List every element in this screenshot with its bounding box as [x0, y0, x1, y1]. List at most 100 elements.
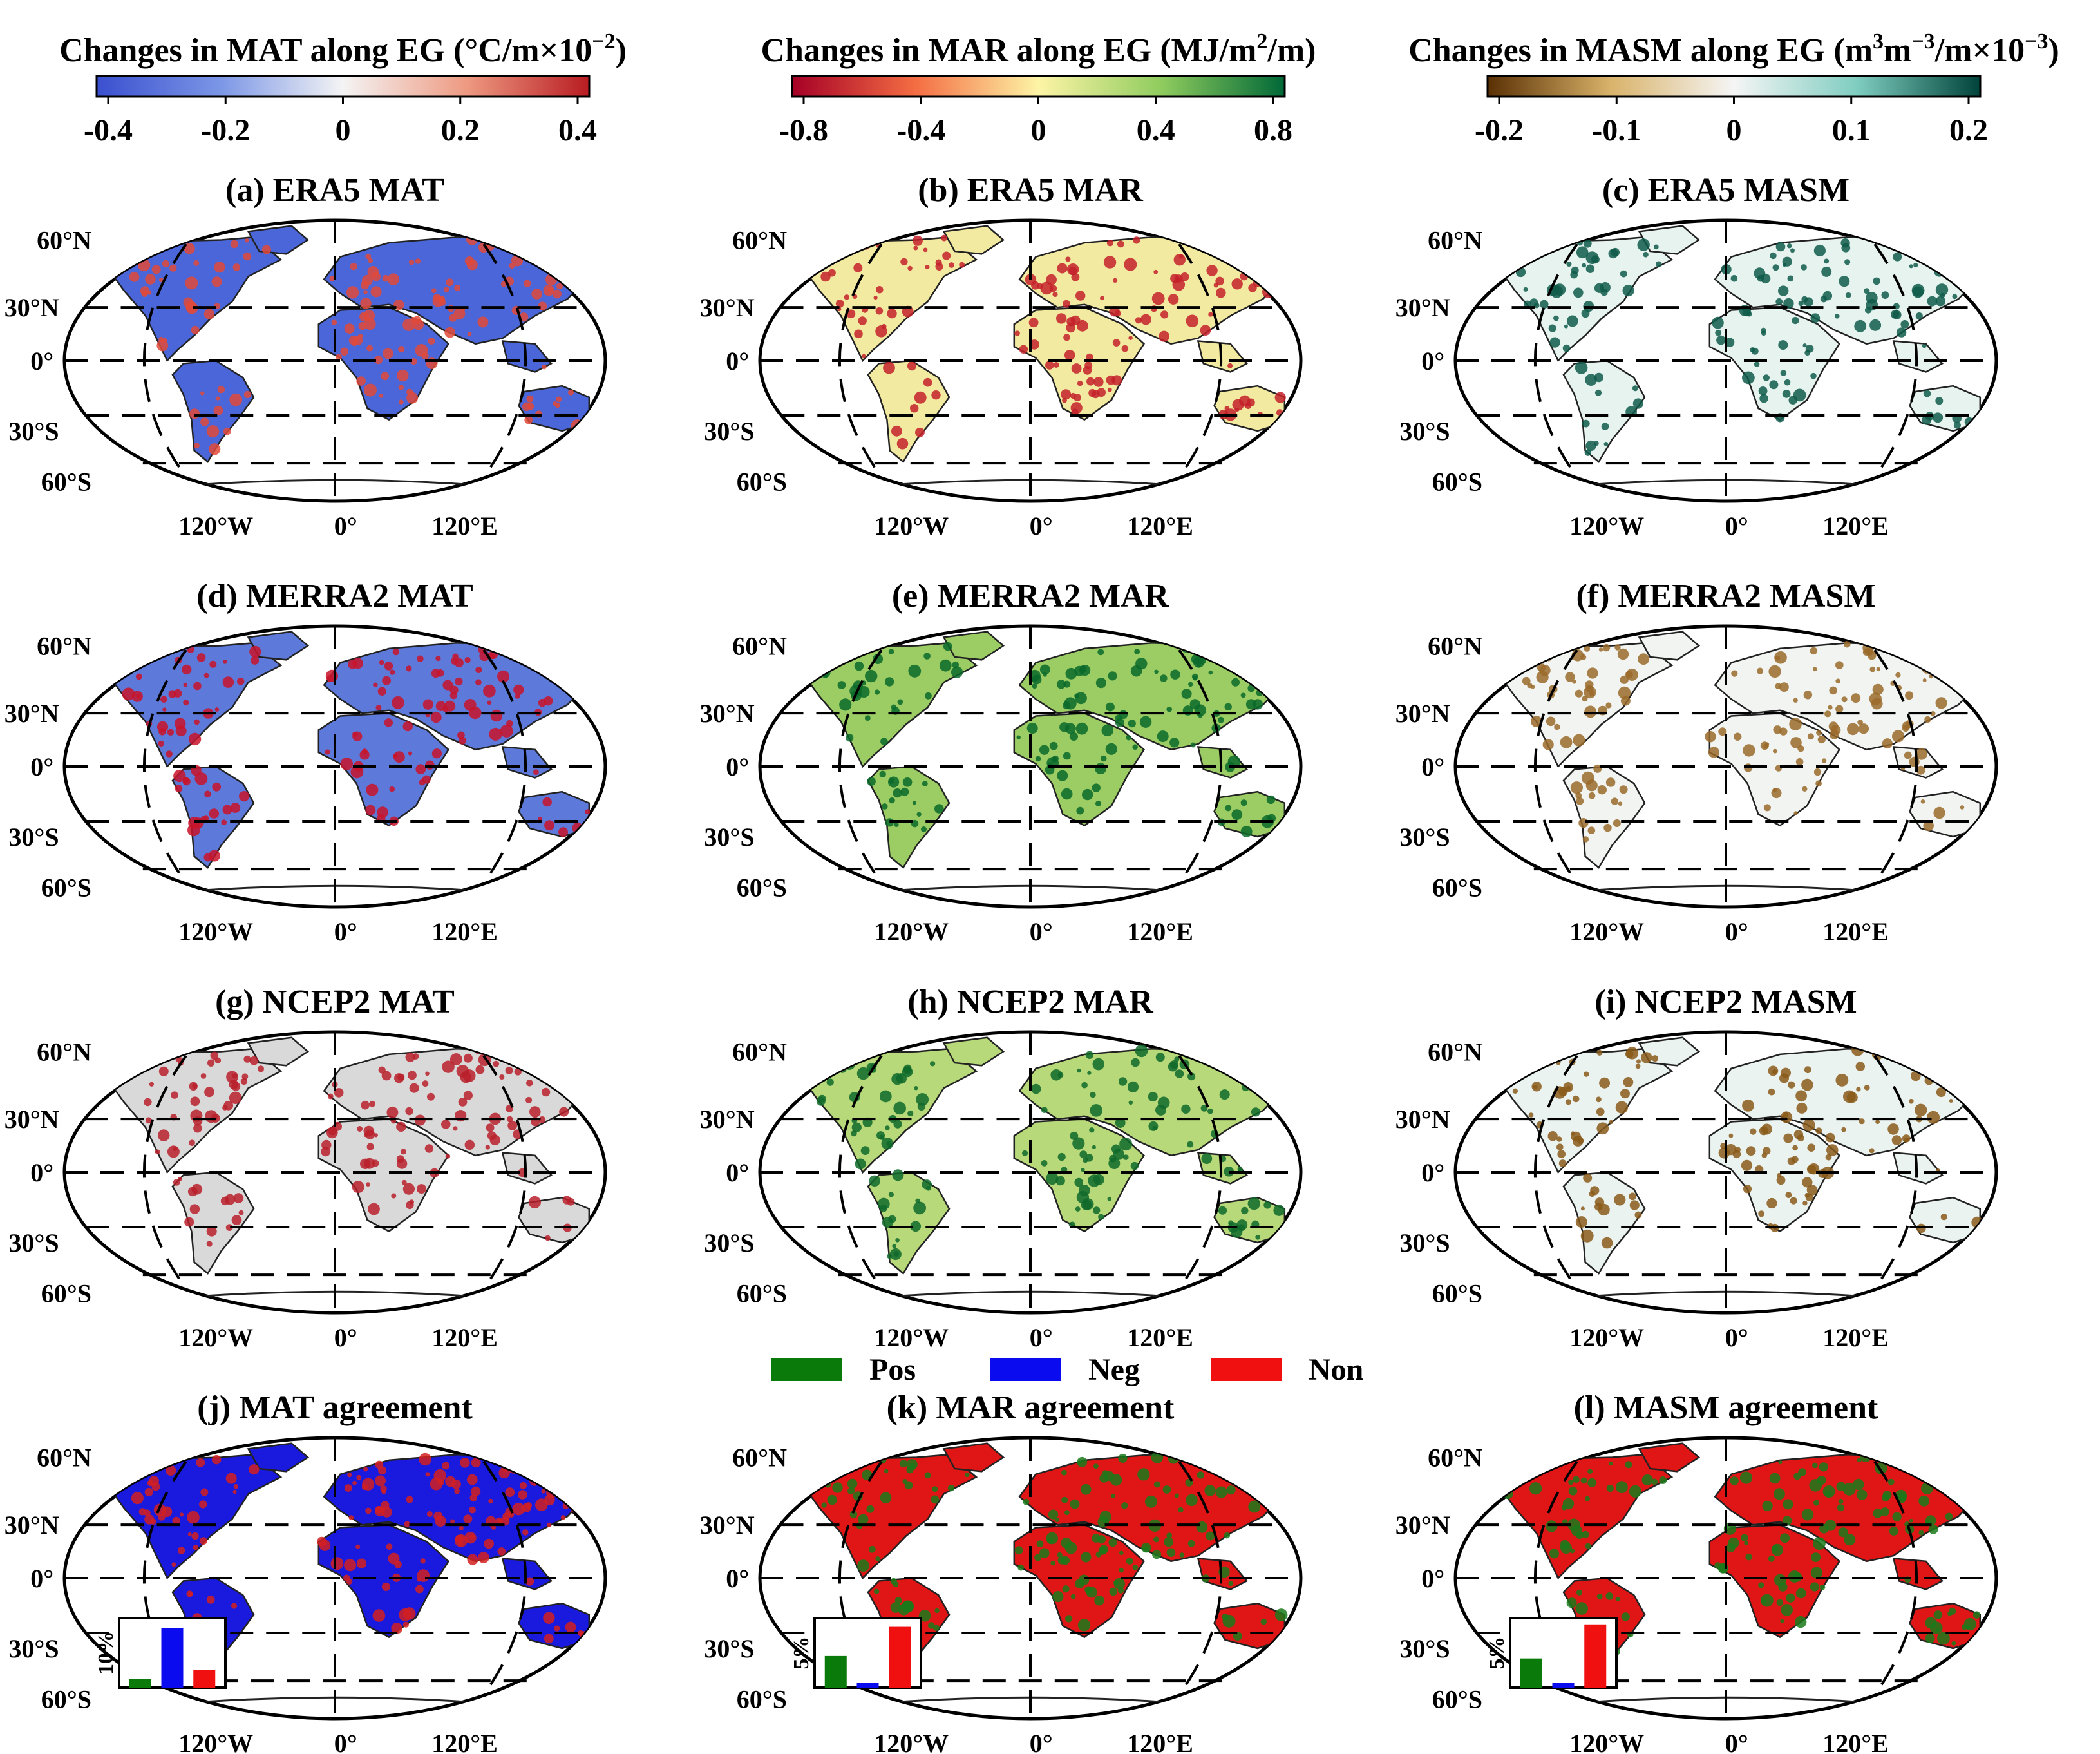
map-speckle	[1758, 1582, 1764, 1588]
land-namerica	[802, 236, 978, 363]
map-speckle	[507, 1121, 518, 1130]
map-speckle	[1568, 1487, 1578, 1496]
map-speckle	[910, 404, 919, 413]
map-speckle	[1793, 698, 1798, 703]
map-speckle	[1162, 1485, 1171, 1494]
map-speckle	[1728, 1133, 1734, 1138]
map-speckle	[1130, 1161, 1139, 1170]
lon-label: 120°E	[1127, 1323, 1193, 1352]
map-speckle	[415, 258, 421, 264]
map-speckle	[493, 236, 502, 244]
map-speckle	[1718, 727, 1727, 736]
map-speckle	[388, 1552, 400, 1565]
lon-label: 120°W	[874, 1729, 949, 1754]
map-speckle	[1119, 1568, 1124, 1573]
map-speckle	[1593, 764, 1602, 773]
map-speckle	[1234, 1067, 1245, 1077]
map-speckle	[1032, 683, 1037, 689]
map-speckle	[1812, 667, 1817, 672]
map-speckle	[241, 1073, 249, 1080]
map-speckle	[1773, 748, 1777, 754]
map-speckle	[217, 385, 225, 394]
map-speckle	[1111, 1144, 1121, 1154]
map-speckle	[1135, 657, 1148, 670]
map-speckle	[835, 300, 844, 308]
lat-label: 30°N	[1395, 1105, 1450, 1134]
lon-label: 120°W	[874, 917, 949, 946]
map-speckle	[1842, 1483, 1856, 1496]
map-speckle	[455, 677, 463, 686]
map-speckle	[1252, 653, 1265, 665]
map-speckle	[1542, 739, 1554, 750]
map-speckle	[1782, 1516, 1792, 1526]
map-speckle	[806, 668, 812, 674]
map-speckle	[168, 690, 176, 698]
map-speckle	[826, 1078, 834, 1086]
map-speckle	[1224, 1532, 1231, 1539]
map-speckle	[439, 295, 446, 302]
map-speckle	[1632, 385, 1638, 392]
map-speckle	[363, 290, 368, 294]
map-speckle	[1119, 1550, 1124, 1556]
map-speckle	[1817, 736, 1826, 744]
lon-label: 0°	[334, 1323, 357, 1352]
map-speckle	[371, 272, 381, 281]
map-speckle	[366, 783, 379, 796]
map-speckle	[1741, 1159, 1753, 1171]
map-speckle	[1131, 1058, 1140, 1067]
legend-swatch-pos	[771, 1358, 842, 1381]
map-speckle	[190, 1096, 200, 1107]
map-speckle	[406, 665, 412, 672]
lat-label: 0°	[1421, 752, 1444, 781]
colorbar-tick-label: 0	[336, 113, 351, 148]
map-speckle	[1928, 1524, 1938, 1534]
map-speckle	[1587, 667, 1598, 679]
map-speckle	[1077, 1068, 1081, 1073]
map-speckle	[373, 682, 378, 688]
map-speckle	[232, 263, 241, 271]
map-speckle	[1546, 716, 1556, 727]
map-speckle	[453, 1126, 458, 1131]
map-speckle	[214, 707, 220, 712]
map-speckle	[206, 1596, 215, 1604]
map-speckle	[229, 1080, 239, 1089]
land-layer	[802, 1442, 1288, 1706]
map-speckle	[891, 425, 902, 437]
map-speckle	[904, 1481, 913, 1490]
map-speckle	[1952, 294, 1958, 300]
map-speckle	[934, 1608, 940, 1614]
map-speckle	[934, 804, 944, 814]
map-speckle	[1775, 242, 1786, 252]
map-speckle	[1614, 1194, 1626, 1206]
map-speckle	[406, 1496, 413, 1503]
lat-label: 30°S	[8, 823, 59, 852]
map-speckle	[1062, 1585, 1070, 1593]
lon-label: 120°W	[1569, 1323, 1644, 1352]
map-speckle	[1594, 389, 1602, 396]
map-speckle	[459, 736, 467, 745]
map-speckle	[194, 719, 200, 725]
map-speckle	[571, 419, 584, 433]
map-speckle	[1638, 653, 1650, 665]
map-speckle	[1063, 752, 1071, 760]
map-speckle	[360, 298, 372, 309]
map-speckle	[1913, 263, 1918, 268]
map-speckle	[1512, 1088, 1518, 1094]
map-speckle	[1128, 1100, 1133, 1105]
map-speckle	[883, 361, 895, 374]
lon-label: 120°W	[874, 511, 949, 540]
map-speckle	[158, 1066, 169, 1076]
map-speckle	[384, 718, 393, 727]
map-speckle	[177, 1547, 185, 1554]
map-speckle	[1575, 1216, 1587, 1228]
map-speckle	[931, 390, 941, 400]
map-speckle	[166, 750, 173, 758]
map-speckle	[444, 287, 449, 292]
map-speckle	[162, 707, 167, 712]
map-speckle	[463, 1053, 473, 1063]
map-speckle	[1152, 1125, 1157, 1131]
map-speckle	[375, 1506, 385, 1517]
map-speckle	[1584, 705, 1597, 718]
